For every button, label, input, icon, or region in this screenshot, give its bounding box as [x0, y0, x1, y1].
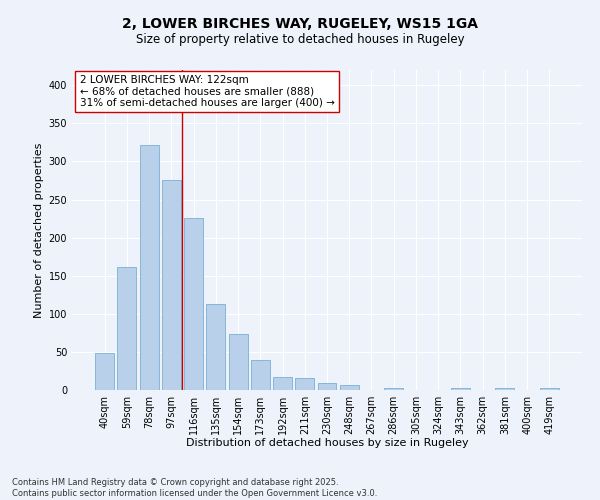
- Bar: [206, 304, 225, 390]
- Y-axis label: Number of detached properties: Number of detached properties: [34, 142, 44, 318]
- X-axis label: Distribution of detached houses by size in Rugeley: Distribution of detached houses by size …: [185, 438, 469, 448]
- Bar: [162, 180, 181, 390]
- Bar: [229, 334, 248, 390]
- Bar: [273, 377, 292, 390]
- Bar: [295, 378, 314, 390]
- Bar: [251, 360, 270, 390]
- Bar: [317, 383, 337, 390]
- Bar: [451, 388, 470, 390]
- Bar: [540, 388, 559, 390]
- Bar: [118, 266, 136, 390]
- Bar: [340, 386, 359, 390]
- Bar: [384, 388, 403, 390]
- Text: 2 LOWER BIRCHES WAY: 122sqm
← 68% of detached houses are smaller (888)
31% of se: 2 LOWER BIRCHES WAY: 122sqm ← 68% of det…: [80, 75, 335, 108]
- Text: Contains HM Land Registry data © Crown copyright and database right 2025.
Contai: Contains HM Land Registry data © Crown c…: [12, 478, 377, 498]
- Text: 2, LOWER BIRCHES WAY, RUGELEY, WS15 1GA: 2, LOWER BIRCHES WAY, RUGELEY, WS15 1GA: [122, 18, 478, 32]
- Bar: [140, 144, 158, 390]
- Bar: [496, 388, 514, 390]
- Bar: [184, 218, 203, 390]
- Text: Size of property relative to detached houses in Rugeley: Size of property relative to detached ho…: [136, 32, 464, 46]
- Bar: [95, 354, 114, 390]
